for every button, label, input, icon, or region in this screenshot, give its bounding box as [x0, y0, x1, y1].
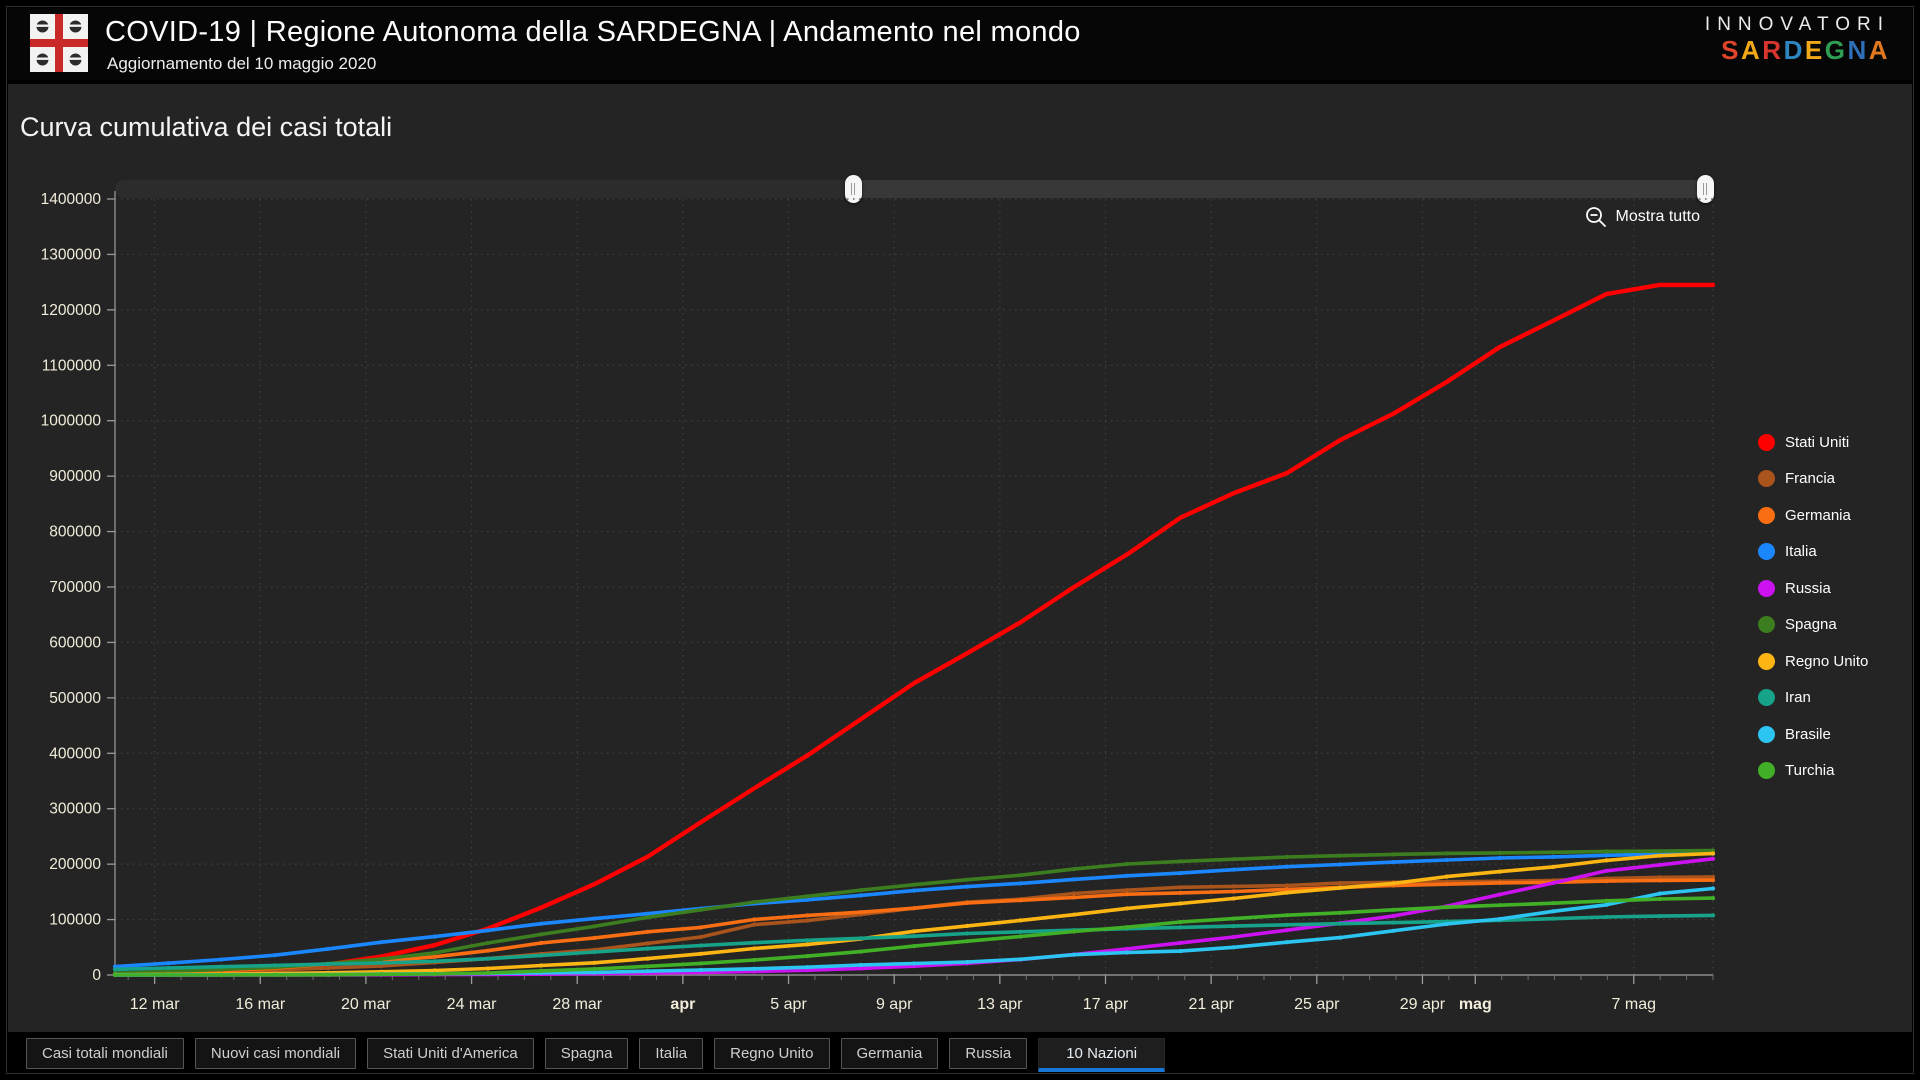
brand-line1: INNOVATORI [1704, 14, 1890, 35]
tab-italia[interactable]: Italia [639, 1038, 704, 1069]
sardegna-flag-logo [30, 14, 88, 72]
chart-title: Curva cumulativa dei casi totali [20, 112, 393, 142]
legend-item-germania: Germania [1758, 497, 1868, 534]
tab-10-nazioni[interactable]: 10 Nazioni [1038, 1038, 1166, 1072]
legend-item-russia: Russia [1758, 570, 1868, 607]
brand-letter: G [1824, 34, 1848, 65]
page-title: COVID-19 | Regione Autonoma della SARDEG… [105, 16, 1081, 48]
legend-dot [1758, 725, 1775, 743]
legend-item-iran: Iran [1758, 680, 1868, 717]
tab-stati-uniti-d-america[interactable]: Stati Uniti d'America [367, 1038, 534, 1069]
legend-dot [1758, 433, 1775, 451]
time-range-selected[interactable] [853, 180, 1705, 198]
legend-item-turchia: Turchia [1758, 753, 1868, 790]
show-all-label: Mostra tutto [1615, 208, 1700, 225]
legend-dot [1758, 543, 1775, 561]
slider-handle-right[interactable] [1696, 175, 1714, 203]
sardegna-flag-icon [30, 14, 88, 72]
legend-label: Francia [1785, 470, 1836, 488]
legend-label: Brasile [1785, 725, 1831, 743]
legend-label: Stati Uniti [1785, 433, 1850, 451]
legend-item-regno-unito: Regno Unito [1758, 643, 1868, 680]
legend-item-stati-uniti: Stati Uniti [1758, 424, 1868, 461]
chart-legend: Stati Uniti Francia Germania Italia Russia Sp… [1758, 424, 1868, 789]
legend-label: Regno Unito [1785, 652, 1869, 670]
legend-label: Turchia [1785, 762, 1835, 780]
legend-dot [1758, 579, 1775, 597]
legend-item-francia: Francia [1758, 461, 1868, 498]
innovatori-sardegna-logo: INNOVATORI SARDEGNA [1705, 14, 1890, 66]
time-range-slider-track[interactable] [115, 175, 1714, 203]
tab-nuovi-casi-mondiali[interactable]: Nuovi casi mondiali [194, 1038, 357, 1069]
brand-letter: A [1741, 34, 1763, 65]
legend-label: Germania [1785, 506, 1851, 524]
brand-letter: R [1762, 34, 1784, 65]
slider-handle-left[interactable] [844, 175, 862, 203]
legend-dot [1758, 470, 1775, 488]
legend-dot [1758, 616, 1775, 634]
tab-germania[interactable]: Germania [840, 1038, 939, 1069]
page-subtitle: Aggiornamento del 10 maggio 2020 [107, 54, 377, 73]
brand-letter: E [1804, 34, 1825, 65]
legend-item-italia: Italia [1758, 534, 1868, 571]
legend-dot [1758, 689, 1775, 707]
legend-label: Spagna [1785, 616, 1837, 634]
legend-item-spagna: Spagna [1758, 607, 1868, 644]
brand-letter: N [1847, 34, 1869, 65]
legend-dot [1758, 762, 1775, 780]
tab-spagna[interactable]: Spagna [544, 1038, 629, 1069]
brand-line2: SARDEGNA [1705, 34, 1890, 66]
legend-label: Iran [1785, 689, 1811, 707]
show-all-button[interactable]: Mostra tutto [1584, 205, 1700, 229]
tab-casi-totali-mondiali[interactable]: Casi totali mondiali [26, 1038, 184, 1069]
tab-regno-unito[interactable]: Regno Unito [714, 1038, 830, 1069]
legend-label: Italia [1785, 543, 1817, 561]
app-header: COVID-19 | Regione Autonoma della SARDEG… [8, 8, 1912, 80]
bottom-tab-bar: Casi totali mondiali Nuovi casi mondiali S… [26, 1038, 1166, 1072]
tab-russia[interactable]: Russia [949, 1038, 1028, 1069]
brand-letter: D [1783, 34, 1805, 65]
brand-letter: S [1721, 34, 1742, 65]
legend-item-brasile: Brasile [1758, 716, 1868, 753]
legend-label: Russia [1785, 579, 1831, 597]
brand-letter: A [1868, 34, 1890, 65]
legend-dot [1758, 506, 1775, 524]
legend-dot [1758, 652, 1775, 670]
zoom-out-icon [1585, 207, 1606, 227]
